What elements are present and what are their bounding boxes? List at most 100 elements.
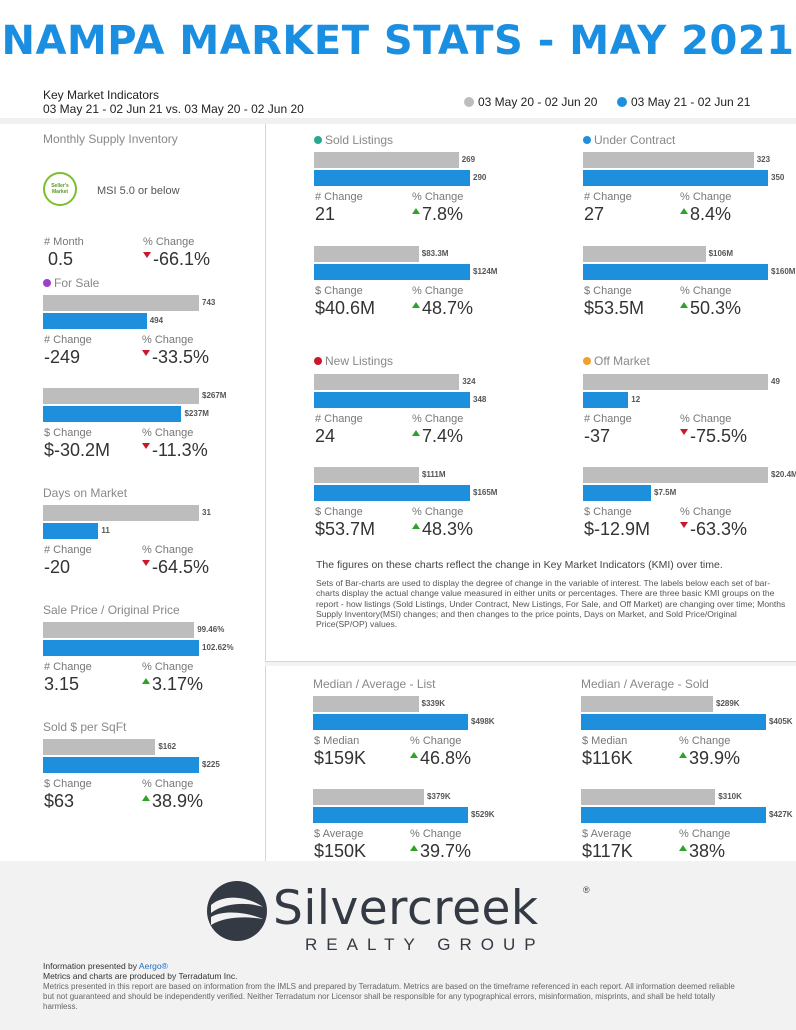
kmi-heading: Key Market Indicators 03 May 21 - 02 Jun… [43,88,304,116]
sold-median-title: Median / Average - Sold [581,677,709,691]
under-contract-count-title: Under Contract [583,133,675,147]
sold-median-curr-bar [581,714,766,730]
off-market-dollar-change-label: $ Change [584,506,632,518]
under-contract-dollar-curr-bar [583,264,768,280]
sold-median-curr-label: $405K [769,717,793,726]
new-listings-count-title: New Listings [314,354,393,368]
for-sale-count-pct-text: -33.5% [152,347,210,367]
sold-average-pct-text: 38% [689,841,726,861]
sold-listings-count-change-label: # Change [315,191,363,203]
column-divider [265,124,266,861]
days-on-market-prev-label: 31 [202,508,211,517]
new-listings-dollar-pct-value: 48.3% [412,519,473,540]
new-listings-dollar-change-value: $53.7M [315,519,376,539]
new-listings-count-curr-label: 348 [473,395,487,404]
off-market-count-title-text: Off Market [594,354,650,368]
for-sale-dollar-prev-label: $267M [202,391,227,400]
sale-price-orig-title-text: Sale Price / Original Price [43,603,180,617]
sold-listings-dollar-prev-bar [314,246,419,262]
legend-curr-swatch [617,97,627,107]
sold-listings-count-pct-value: 7.8% [412,204,463,225]
off-market-dollar-prev-label: $20.4M [771,470,796,479]
msi-change-value: -66.1% [143,249,210,270]
for-sale-count-pct-value: -33.5% [142,347,209,368]
new-listings-count-pct-value: 7.4% [412,426,463,447]
presented-prefix: Information presented by [43,961,139,971]
for-sale-dollar-prev-bar [43,388,199,404]
up-arrow-icon [412,430,420,436]
list-median-pct-text: 46.8% [420,748,472,768]
off-market-count-curr-label: 12 [631,395,641,404]
under-contract-dollar-curr-label: $160M [771,267,796,276]
for-sale-dollar-change-value: $-30.2M [44,440,111,460]
sold-listings-dollar-prev-label: $83.3M [421,249,449,258]
sold-median-prev-bar [581,696,713,712]
list-average-pct-text: 39.7% [420,841,472,861]
for-sale-count-change-label: # Change [44,334,92,346]
silvercreek-swoosh-icon [207,881,267,941]
down-arrow-icon [142,560,150,566]
aergo-link[interactable]: Aergo® [138,961,168,971]
sold-listings-dollar-curr-label: $124M [473,267,498,276]
kmi-date-range: 03 May 21 - 02 Jun 21 vs. 03 May 20 - 02… [43,102,304,116]
off-market-count-prev-bar [583,374,768,390]
days-on-market-prev-bar [43,505,199,521]
sold-listings-count-title: Sold Listings [314,133,393,147]
off-market-count-dot-icon [583,357,591,365]
legend-curr-label: 03 May 21 - 02 Jun 21 [631,95,751,109]
list-median-title-text: Median / Average - List [313,677,436,691]
new-listings-dollar-pct-label: % Change [412,506,464,518]
under-contract-dollar-change-label: $ Change [584,285,632,297]
new-listings-count-change-value: 24 [315,426,336,446]
sold-listings-count-pct-label: % Change [412,191,464,203]
down-arrow-icon [680,522,688,528]
list-median-pct-value: 46.8% [410,748,471,769]
sold-median-title-text: Median / Average - Sold [581,677,709,691]
sold-per-sqft-change-label: $ Change [44,778,92,790]
up-arrow-icon [680,208,688,214]
sold-listings-count-prev-bar [314,152,459,168]
list-average-prev-label: $379K [427,792,451,801]
days-on-market-pct-value: -64.5% [142,557,209,578]
msi-month-label: # Month [44,236,84,248]
new-listings-dollar-prev-label: $111M [421,470,446,479]
new-listings-dollar-pct-text: 48.3% [422,519,474,539]
sold-per-sqft-change-value: $63 [44,791,75,811]
off-market-count-curr-bar [583,392,629,408]
msi-note: MSI 5.0 or below [97,185,180,197]
sold-per-sqft-title: Sold $ per SqFt [43,720,126,734]
sold-listings-dollar-pct-label: % Change [412,285,464,297]
page-title: NAMPA MARKET STATS - MAY 2021 [1,18,795,64]
msi-title: Monthly Supply Inventory [43,132,178,146]
msi-change-text: -66.1% [153,249,211,269]
chart-note-body: Sets of Bar-charts are used to display t… [316,578,786,630]
for-sale-count-prev-bar [43,295,199,311]
off-market-count-title: Off Market [583,354,650,368]
days-on-market-change-label: # Change [44,544,92,556]
off-market-dollar-curr-label: $7.5M [654,488,677,497]
days-on-market-curr-label: 11 [101,526,110,535]
under-contract-dollar-pct-value: 50.3% [680,298,741,319]
sold-average-pct-label: % Change [679,828,731,840]
under-contract-dollar-prev-bar [583,246,706,262]
sold-listings-dollar-curr-bar [314,264,470,280]
for-sale-count-title-text: For Sale [54,276,100,290]
off-market-dollar-change-value: $-12.9M [584,519,651,539]
sold-per-sqft-pct-value: 38.9% [142,791,203,812]
sold-median-pct-label: % Change [679,735,731,747]
under-contract-count-pct-label: % Change [680,191,732,203]
sold-per-sqft-prev-label: $162 [158,742,177,751]
badge-text: Seller's Market [51,183,69,195]
sale-price-orig-change-value: 3.15 [44,674,80,694]
new-listings-count-title-text: New Listings [325,354,394,368]
off-market-count-pct-value: -75.5% [680,426,747,447]
days-on-market-title-text: Days on Market [43,486,128,500]
new-listings-dollar-change-label: $ Change [315,506,363,518]
under-contract-dollar-prev-label: $106M [708,249,734,258]
off-market-count-pct-label: % Change [680,413,732,425]
sold-listings-count-curr-label: 290 [473,173,487,182]
sold-average-change-value: $117K [582,841,633,861]
up-arrow-icon [680,302,688,308]
down-arrow-icon [143,252,151,258]
up-arrow-icon [410,845,418,851]
